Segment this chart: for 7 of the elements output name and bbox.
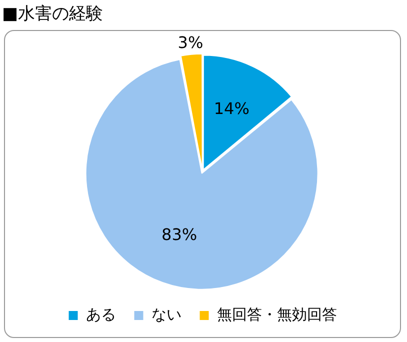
data-label: 83% [162,225,198,244]
legend-label: ある [86,305,116,324]
chart-title: ■水害の経験 [2,3,104,25]
data-label: 14% [214,98,250,118]
legend-label: ない [151,305,182,324]
data-label: 3% [178,33,204,52]
legend-label: 無回答・無効回答 [216,305,337,324]
